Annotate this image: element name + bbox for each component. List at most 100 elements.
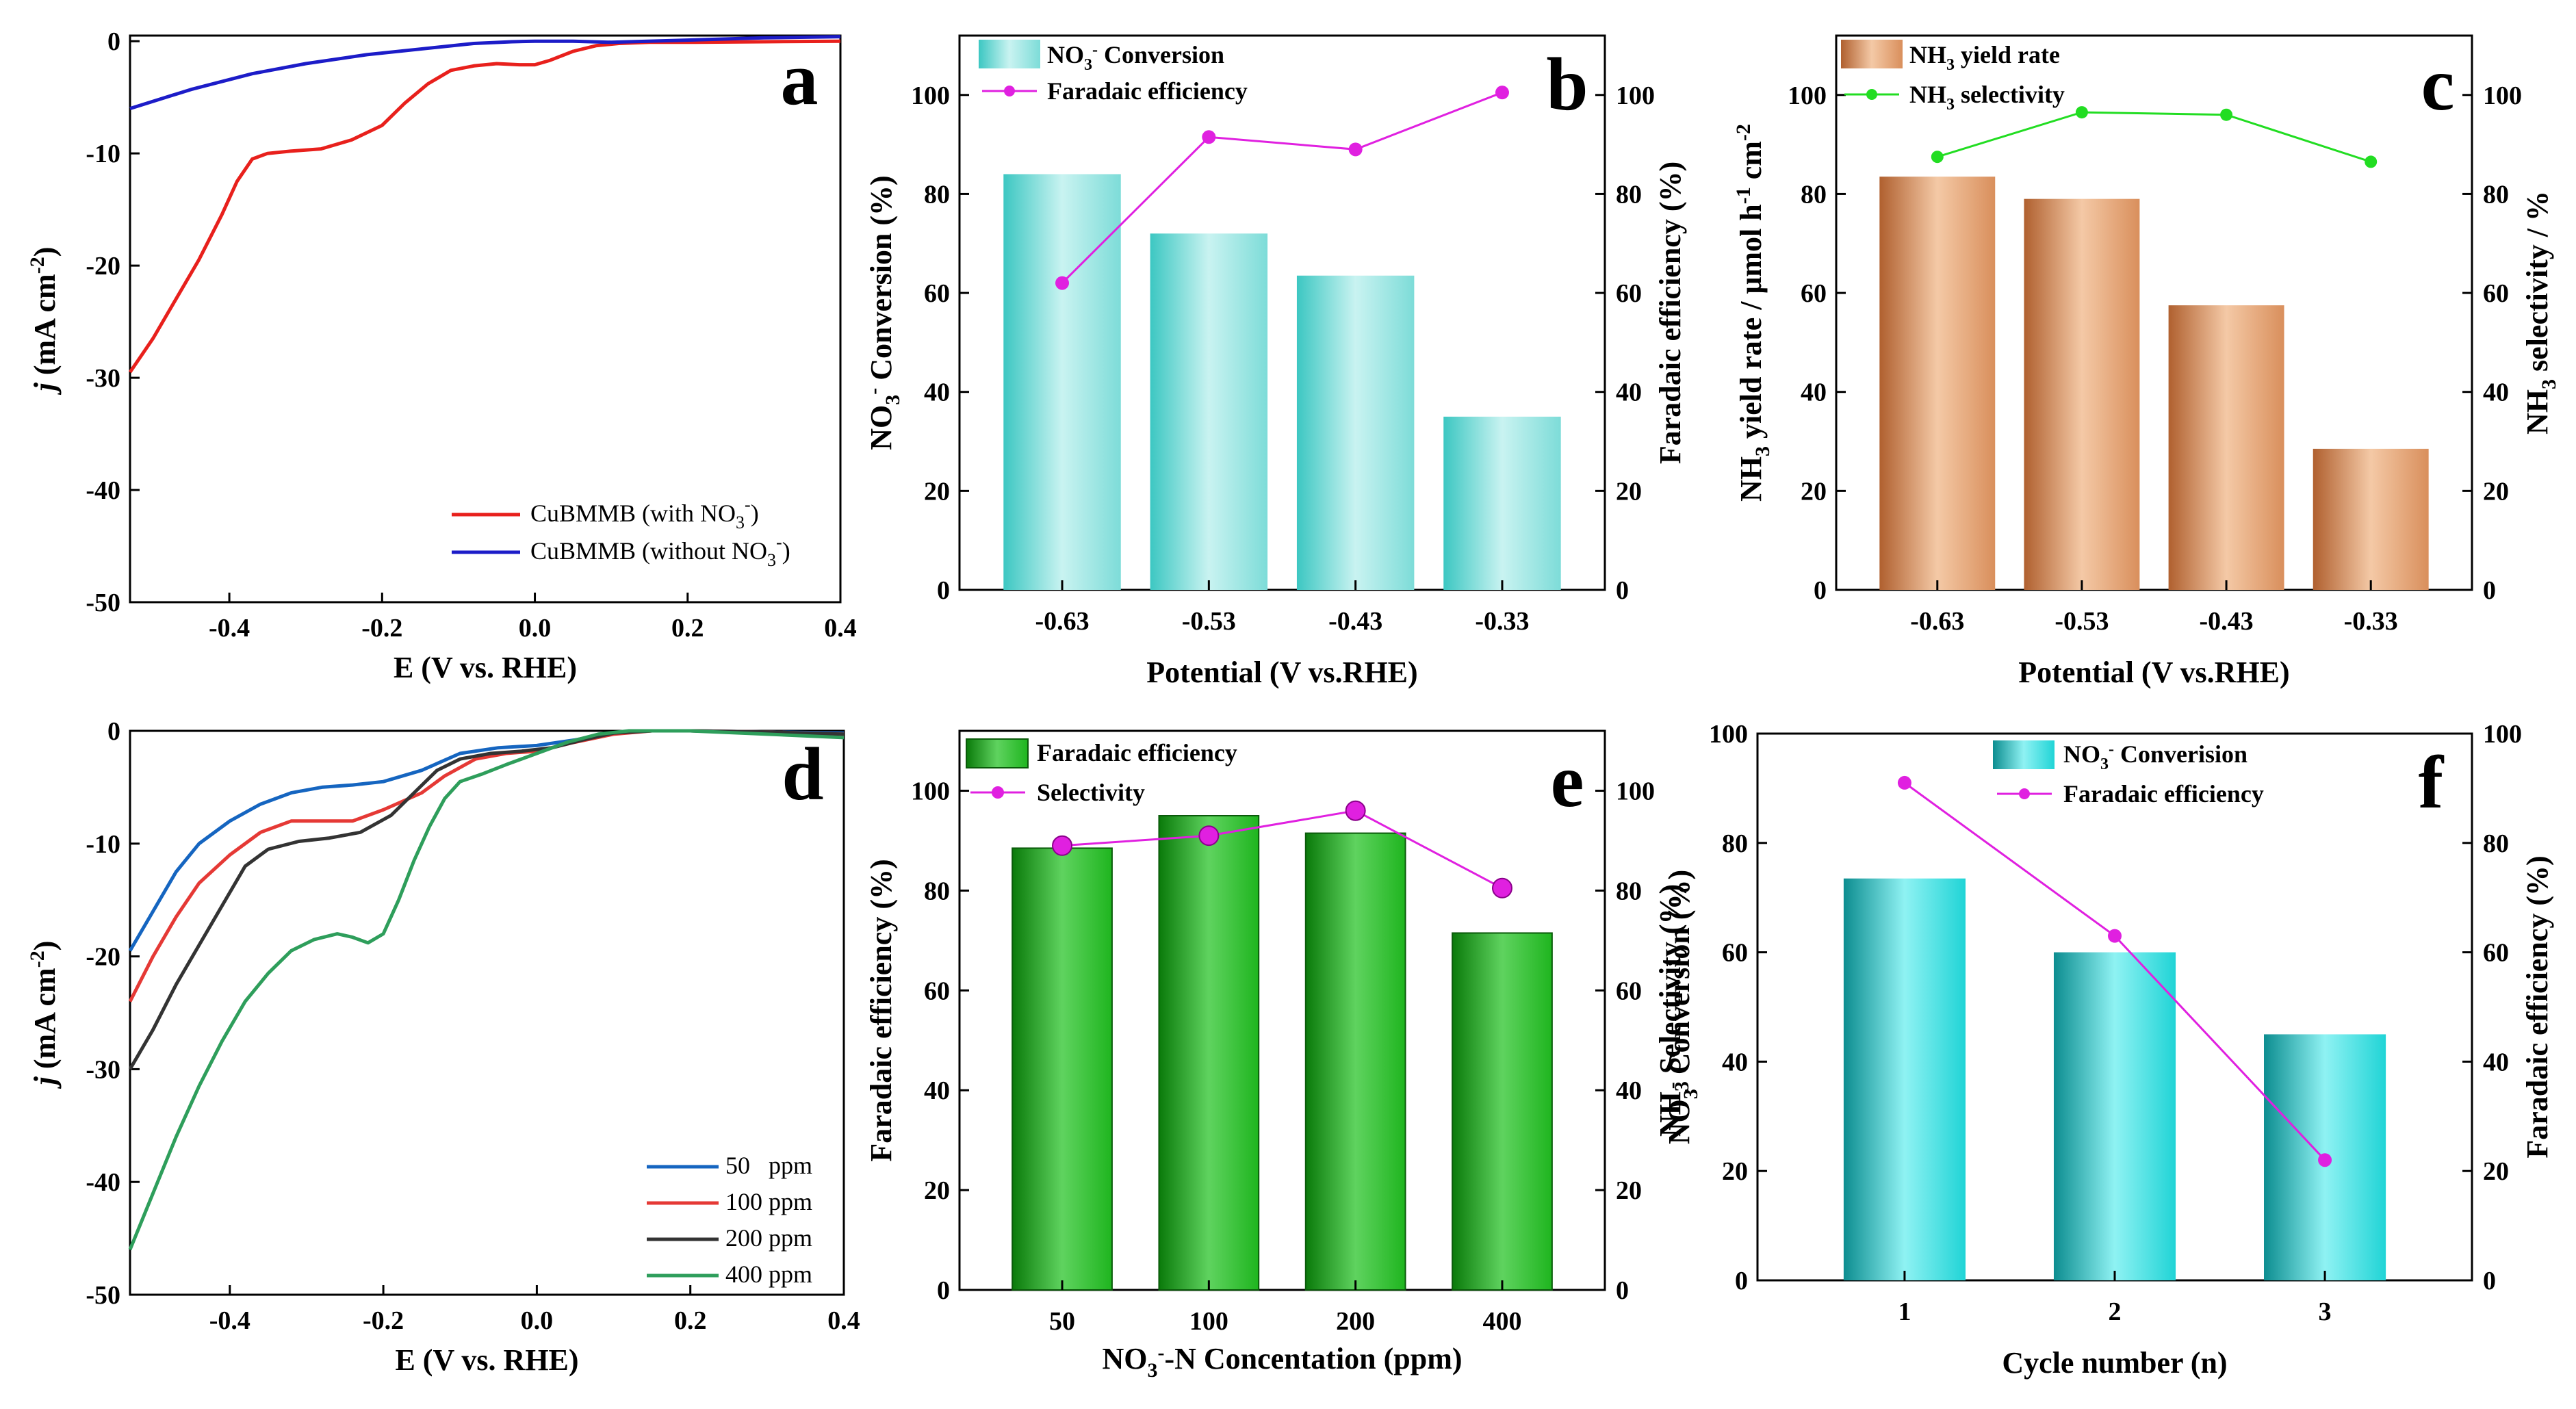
y-title-text: (mA cm <box>28 274 62 383</box>
title-part: yield rate / μmol h <box>1734 204 1768 446</box>
y-tick-label-a: -30 <box>86 364 120 393</box>
x-tick-label-e: 50 <box>1049 1307 1075 1336</box>
y2-tick-label-f: 0 <box>2483 1267 2496 1295</box>
title-part: - <box>862 388 885 395</box>
legend-label-e-bar: Faradaic efficiency <box>1037 739 1237 766</box>
title-part: NO <box>1102 1342 1147 1375</box>
y2-axis-title-c: NH3 selectivity / % <box>2521 191 2560 435</box>
y-tick-label-d: 0 <box>107 717 120 746</box>
title-part: NO <box>1662 1099 1696 1144</box>
legend-sup: - <box>1092 41 1098 59</box>
legend-marker-f <box>2019 788 2030 799</box>
line-series-b <box>1061 91 1503 284</box>
y-title-sup: -2 <box>26 257 49 274</box>
legend-label-d-0: 50 ppm <box>725 1152 812 1179</box>
legend-sub: 3 <box>1084 56 1092 74</box>
line-marker-b-0 <box>1055 276 1070 290</box>
y-tick-label-b: 0 <box>937 576 950 605</box>
legend-swatch-b-bar <box>979 40 1040 68</box>
x-tick-label-b: -0.43 <box>1328 607 1382 636</box>
y2-tick-label-e: 20 <box>1616 1176 1642 1205</box>
plot-frame-c <box>1835 34 2473 591</box>
x-tick-label-a: 0.4 <box>824 614 857 643</box>
title-part: -N Concentation (ppm) <box>1164 1342 1462 1375</box>
y-title-j: j <box>28 382 62 395</box>
x-tick-label-f: 2 <box>2109 1297 2122 1326</box>
y-title-sup: -2 <box>26 951 49 968</box>
y-tick-label-b: 100 <box>911 81 950 110</box>
bar-c-0 <box>1879 177 1996 590</box>
x-axis-title-c: Potential (V vs.RHE) <box>2018 656 2289 689</box>
legend-sup: - <box>745 495 751 515</box>
x-tick-label-a: -0.4 <box>209 614 250 643</box>
legend-swatch-f-bar <box>1993 740 2055 769</box>
bar-f-1 <box>2053 952 2176 1280</box>
x-tick-label-b: -0.33 <box>1475 607 1529 636</box>
y-tick-label-f: 100 <box>1709 720 1748 749</box>
y2-tick-label-c: 20 <box>2483 477 2509 506</box>
legend-main: CuBMMB (without NO <box>530 537 767 565</box>
y-tick-label-f: 40 <box>1722 1048 1748 1076</box>
line-series-c <box>1937 111 2371 163</box>
y-tick-label-b: 80 <box>924 180 950 209</box>
y2-tick-label-c: 40 <box>2483 378 2509 407</box>
x-tick-label-b: -0.63 <box>1035 607 1089 636</box>
y-axis-title-b: NO3- Conversion (%) <box>862 175 904 450</box>
title-part: Conversion (%) <box>1662 870 1696 1082</box>
y2-tick-label-e: 60 <box>1616 977 1642 1005</box>
title-part: 3 <box>881 395 904 405</box>
bar-b-1 <box>1150 233 1268 590</box>
title-part: Faradaic efficiency (%) <box>1653 161 1687 464</box>
panel-letter-a: a <box>781 37 819 120</box>
y-axis-title-d: j (mA cm-2) <box>26 941 62 1089</box>
legend-swatch-c-bar <box>1841 40 1903 68</box>
title-part: 3 <box>1147 1359 1157 1382</box>
y-axis-title-a: j (mA cm-2) <box>26 247 62 396</box>
line-marker-b-2 <box>1348 142 1363 157</box>
legend-label-f-bar: NO3- Converision <box>2063 740 2247 773</box>
x-tick-label-c: -0.33 <box>2344 607 2398 636</box>
legend-main: NO <box>2063 740 2100 768</box>
legend-main: NH <box>1909 81 1946 108</box>
title-part: Faradaic efficiency (%) <box>864 859 898 1161</box>
series-line-a-0 <box>128 39 841 374</box>
bar-c-2 <box>2168 305 2284 590</box>
x-tick-label-c: -0.53 <box>2055 607 2109 636</box>
legend-marker-b <box>1004 86 1015 96</box>
y2-tick-label-e: 40 <box>1616 1076 1642 1105</box>
line-series-e <box>1061 810 1503 890</box>
legend-sub: 3 <box>1946 96 1955 114</box>
y-tick-label-b: 40 <box>924 378 950 407</box>
x-tick-label-c: -0.63 <box>1910 607 1964 636</box>
title-part: - <box>1660 1082 1683 1089</box>
y-tick-label-e: 0 <box>937 1276 950 1305</box>
panel-letter-d: d <box>782 732 823 816</box>
y-tick-label-a: -40 <box>86 476 120 505</box>
bar-b-2 <box>1296 275 1415 590</box>
line-marker-e-2 <box>1345 800 1366 821</box>
legend-tail: Converision <box>2114 740 2247 768</box>
legend-tail: Conversion <box>1098 41 1224 68</box>
y2-tick-label-b: 80 <box>1616 180 1642 209</box>
y2-tick-label-f: 40 <box>2483 1048 2509 1076</box>
legend-sup: - <box>776 532 782 552</box>
panel-letter-e: e <box>1551 739 1584 823</box>
y-tick-label-d: -10 <box>86 830 120 859</box>
y-tick-label-c: 40 <box>1801 378 1827 407</box>
legend-label-c-line: NH3 selectivity <box>1909 81 2065 114</box>
x-tick-label-f: 1 <box>1898 1297 1911 1326</box>
y2-tick-label-b: 20 <box>1616 477 1642 506</box>
y-tick-label-f: 0 <box>1735 1267 1748 1295</box>
title-part: 3 <box>2538 379 2560 389</box>
x-axis-title-e: NO3--N Concentation (ppm) <box>1102 1341 1462 1382</box>
legend-close: ) <box>751 500 759 527</box>
legend-sub: 3 <box>736 513 745 532</box>
x-tick-label-c: -0.43 <box>2199 607 2253 636</box>
y-axis-title-c: NH3 yield rate / μmol h-1 cm-2 <box>1732 124 1774 502</box>
y2-axis-title-f: Faradaic efficiency (%) <box>2521 855 2554 1158</box>
y2-tick-label-c: 80 <box>2483 180 2509 209</box>
title-part: cm <box>1734 141 1768 187</box>
x-tick-label-e: 200 <box>1336 1307 1375 1336</box>
legend-main: CuBMMB (with NO <box>530 500 736 527</box>
y-tick-label-c: 60 <box>1801 279 1827 308</box>
